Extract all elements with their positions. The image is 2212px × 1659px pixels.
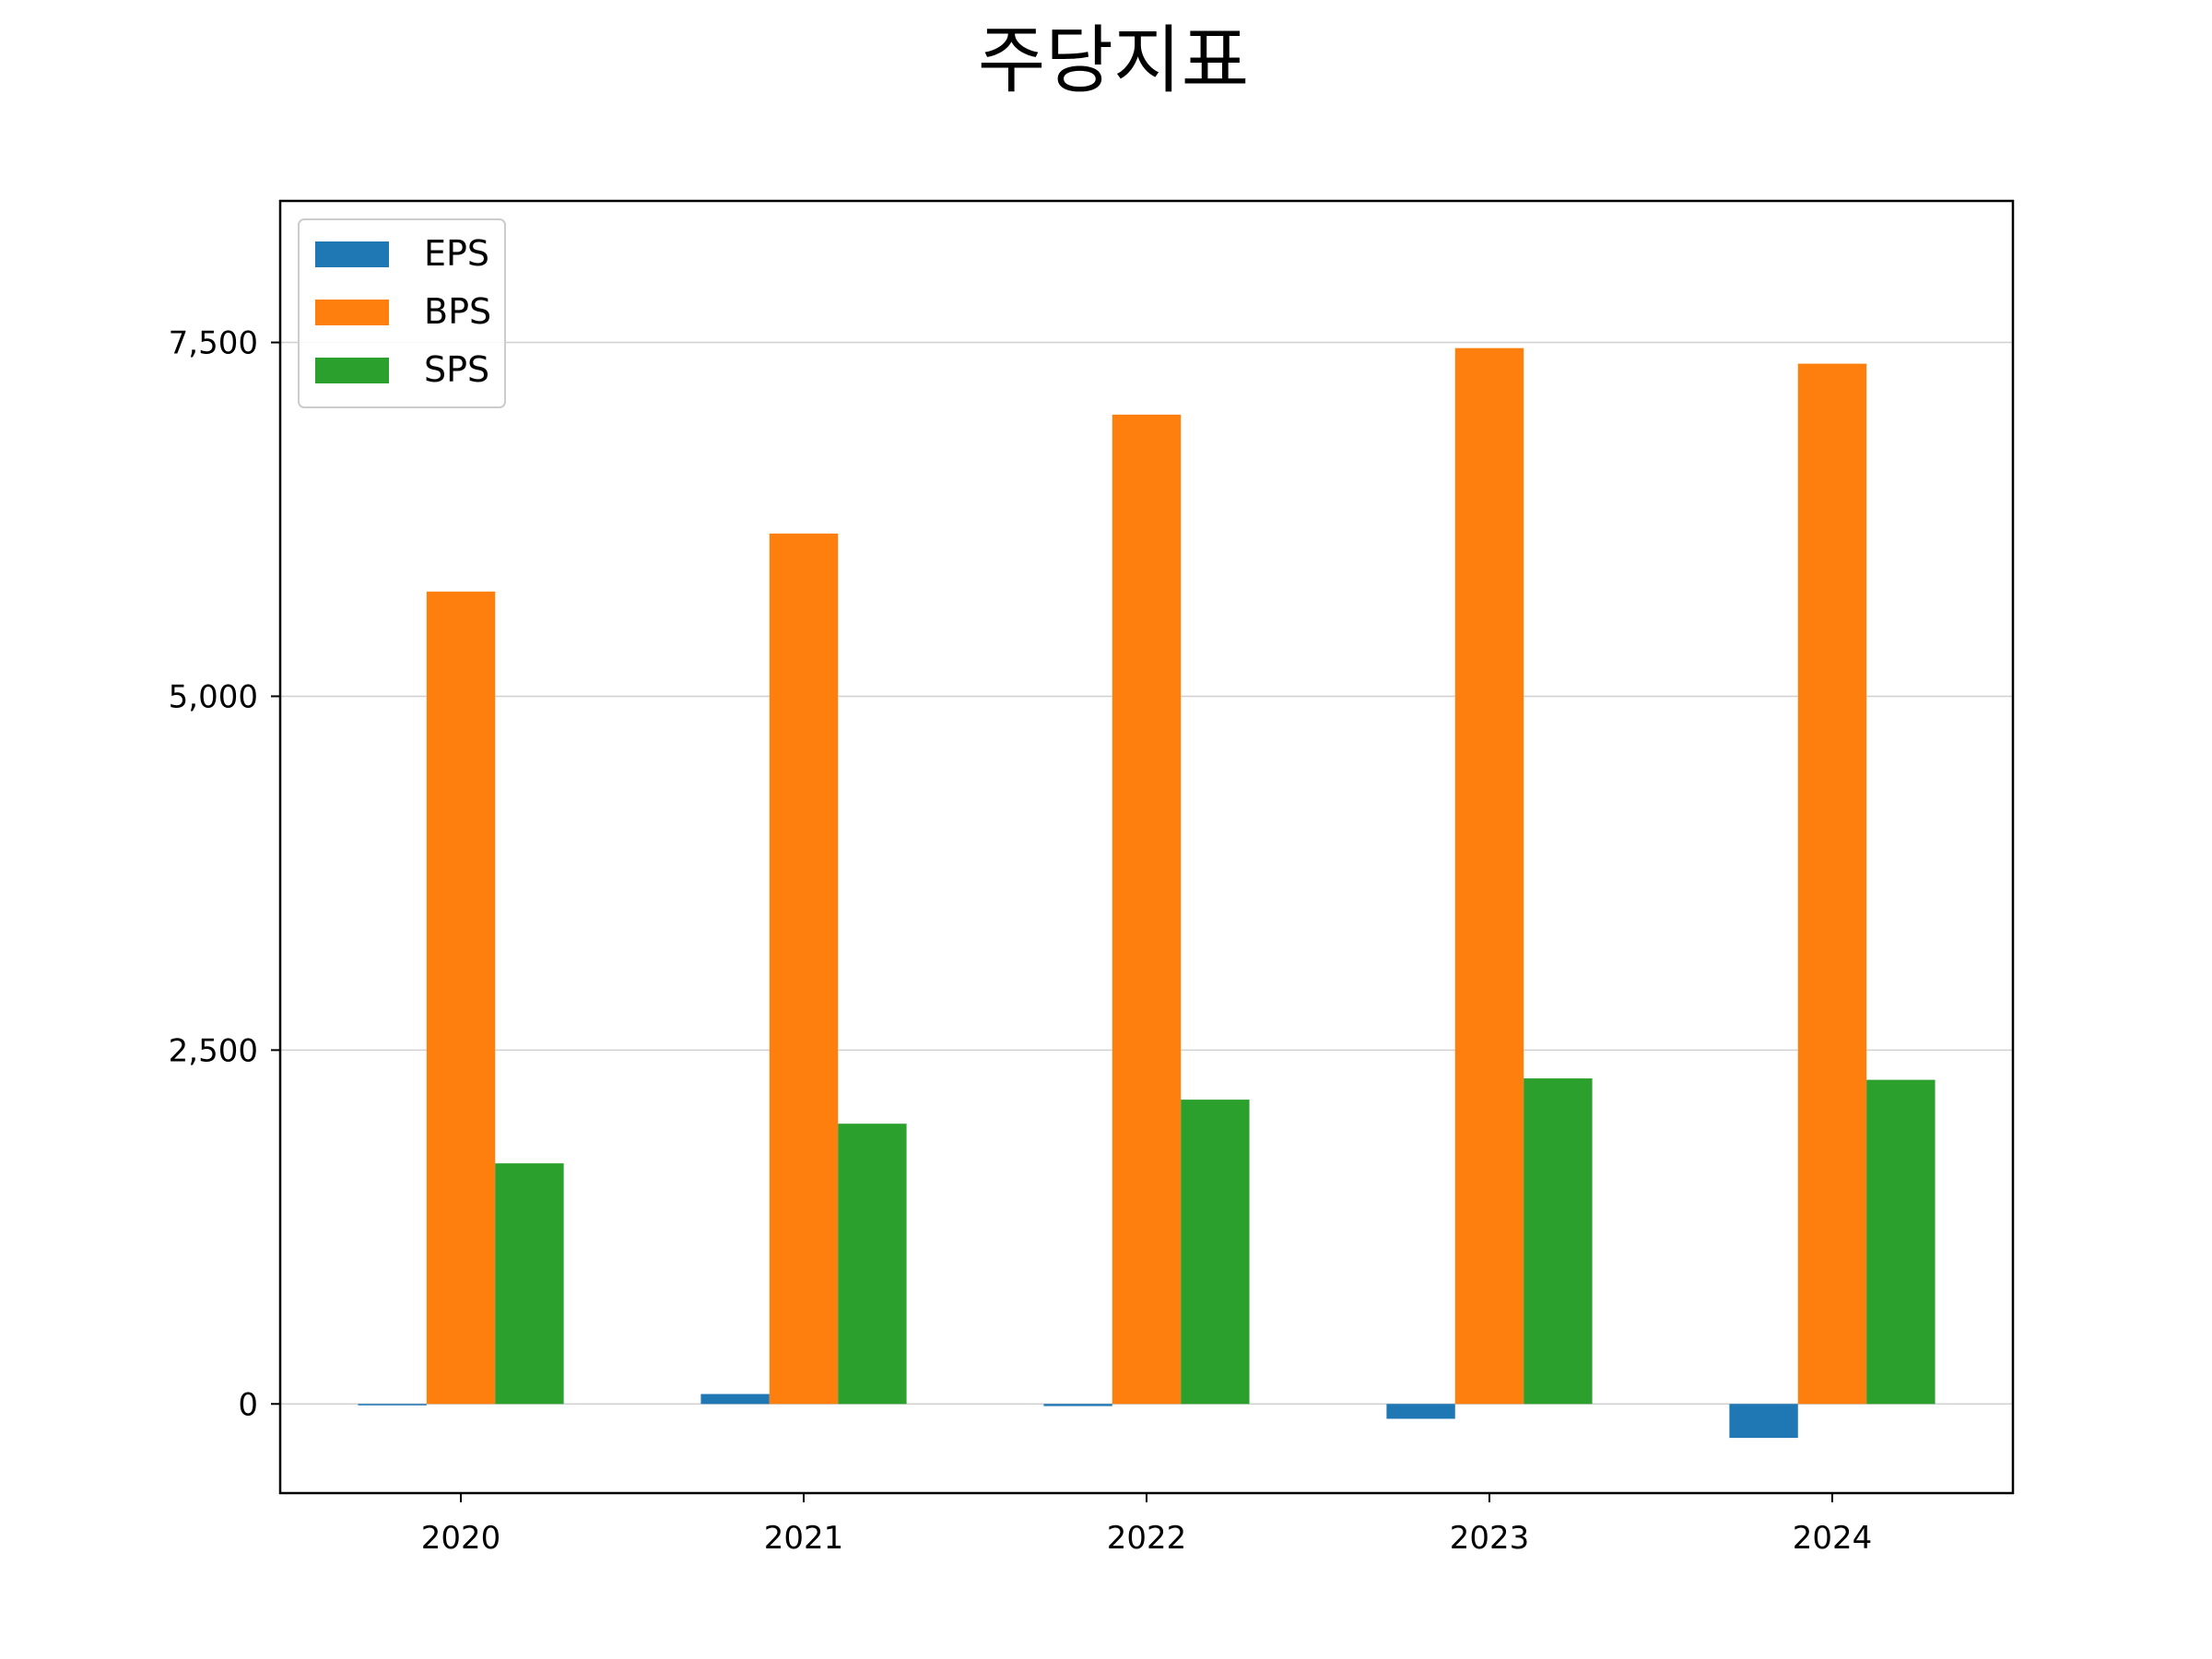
legend-swatch-eps <box>315 241 389 267</box>
bar-eps-2024 <box>1729 1404 1798 1439</box>
bar-bps-2023 <box>1454 347 1524 1405</box>
bar-sps-2022 <box>1181 1100 1250 1405</box>
x-tick-label: 2022 <box>1107 1520 1187 1557</box>
bar-sps-2023 <box>1524 1078 1593 1405</box>
y-tick-label: 5,000 <box>169 678 258 715</box>
chart-title: 주당지표 <box>978 18 1249 103</box>
bar-bps-2021 <box>769 533 839 1405</box>
bar-eps-2022 <box>1043 1404 1112 1406</box>
bar-bps-2022 <box>1112 414 1182 1405</box>
y-axis: 0 2,500 5,000 7,500 <box>169 325 280 1423</box>
legend-label-eps: EPS <box>424 233 489 274</box>
legend-label-sps: SPS <box>424 349 489 390</box>
bar-sps-2021 <box>838 1124 907 1405</box>
bar-sps-2020 <box>495 1163 564 1405</box>
legend: EPS BPS SPS <box>298 218 506 408</box>
bars <box>358 347 1936 1439</box>
x-tick-label: 2020 <box>421 1520 501 1557</box>
x-tick-label: 2021 <box>764 1520 844 1557</box>
legend-label-bps: BPS <box>424 291 491 332</box>
bar-bps-2020 <box>426 591 496 1405</box>
bar-eps-2021 <box>700 1394 770 1405</box>
y-tick-label: 2,500 <box>169 1032 258 1069</box>
bar-eps-2023 <box>1386 1404 1455 1419</box>
plot-area-frame <box>278 199 2015 1495</box>
x-tick-label: 2024 <box>1793 1520 1873 1557</box>
bar-eps-2020 <box>358 1404 427 1406</box>
y-tick-label: 0 <box>238 1386 258 1423</box>
bar-sps-2024 <box>1866 1079 1936 1405</box>
legend-swatch-bps <box>315 300 389 325</box>
x-tick-label: 2023 <box>1450 1520 1530 1557</box>
legend-swatch-sps <box>315 358 389 383</box>
x-axis: 2020 2021 2022 2023 2024 <box>421 1493 1872 1557</box>
y-tick-label: 7,500 <box>169 325 258 362</box>
bar-bps-2024 <box>1797 363 1867 1405</box>
